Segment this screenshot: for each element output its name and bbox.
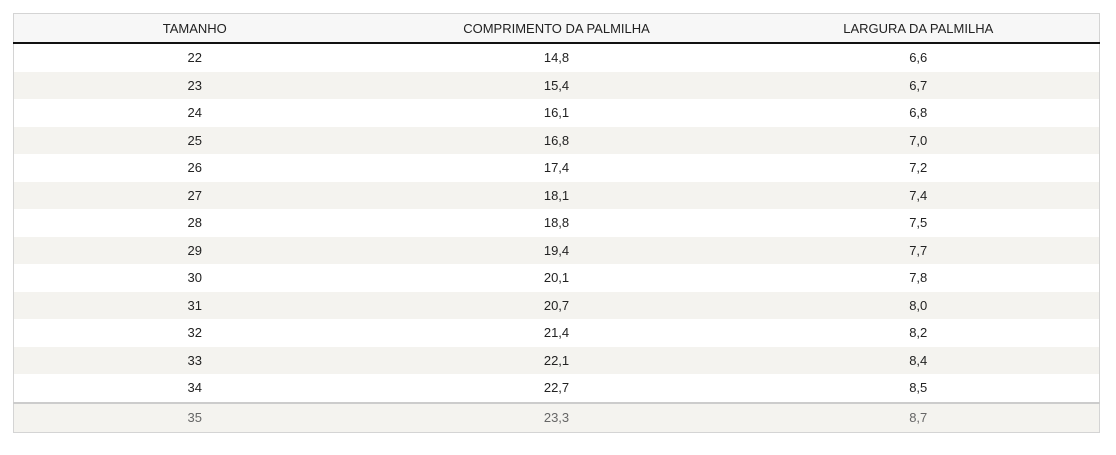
table-cell: 22,7 xyxy=(543,380,570,396)
table-row: 30 20,1 7,8 xyxy=(14,264,1100,292)
table-cell: 32 xyxy=(187,325,202,341)
header-cell: COMPRIMENTO DA PALMILHA xyxy=(375,13,738,44)
table-header: TAMANHO COMPRIMENTO DA PALMILHA LARGURA DA… xyxy=(13,13,1100,44)
table-cell: 8,5 xyxy=(909,380,928,396)
table-cell: 7,2 xyxy=(909,160,928,176)
table-cell: 15,4 xyxy=(375,71,738,99)
table-cell: 34 xyxy=(187,380,202,396)
table-row: 28 18,8 7,5 xyxy=(14,209,1100,237)
table-row: 26 17,4 7,2 xyxy=(14,154,1100,182)
table-cell: 23 xyxy=(13,71,376,99)
table-cell: 7,4 xyxy=(737,181,1100,209)
table-cell: 22,1 xyxy=(375,346,738,374)
table-cell: 22 xyxy=(187,50,202,66)
table-cell: 28 xyxy=(187,215,202,231)
table-row: 27 18,1 7,4 xyxy=(13,181,1100,209)
table-row: 25 16,8 7,0 xyxy=(13,126,1100,154)
table-cell: 7,5 xyxy=(909,215,928,231)
table-cell: 20,1 xyxy=(543,270,570,286)
table-cell: 8,4 xyxy=(737,346,1100,374)
table-cell: 25 xyxy=(13,126,376,154)
table-cell: 20,7 xyxy=(375,291,738,319)
table-row: 32 21,4 8,2 xyxy=(14,319,1100,347)
header-row: TAMANHO COMPRIMENTO DA PALMILHA LARGURA DA… xyxy=(13,13,1100,44)
table-cell: 7,8 xyxy=(909,270,928,286)
table-footer: 35 23,3 8,7 xyxy=(13,401,1100,432)
header-cell: LARGURA DA PALMILHA xyxy=(737,13,1100,44)
table-cell: 14,8 xyxy=(543,50,570,66)
size-table: TAMANHO COMPRIMENTO DA PALMILHA LARGURA DA… xyxy=(13,13,1100,433)
table-row: 33 22,1 8,4 xyxy=(13,346,1100,374)
table-cell: 24 xyxy=(187,105,202,121)
table-cell: 16,8 xyxy=(375,126,738,154)
table-cell: 17,4 xyxy=(543,160,570,176)
table-row: 34 22,7 8,5 xyxy=(14,374,1100,403)
table-cell: 8,0 xyxy=(737,291,1100,319)
table-cell: 8,2 xyxy=(909,325,928,341)
footer-cell: 35 xyxy=(13,401,376,432)
footer-row: 35 23,3 8,7 xyxy=(13,401,1100,432)
footer-cell: 23,3 xyxy=(375,401,738,432)
table-cell: 29 xyxy=(13,236,376,264)
table-cell: 18,1 xyxy=(375,181,738,209)
table-cell: 16,1 xyxy=(543,105,570,121)
table-cell: 31 xyxy=(13,291,376,319)
table-cell: 18,8 xyxy=(543,215,570,231)
header-cell: TAMANHO xyxy=(13,13,376,44)
table-body: 22 14,8 6,6 23 15,4 6,7 24 16,1 6,8 25 16,8 7,0 26 17… xyxy=(13,43,1100,403)
table-cell: 27 xyxy=(13,181,376,209)
table-cell: 6,6 xyxy=(909,50,928,66)
table-row: 23 15,4 6,7 xyxy=(13,71,1100,99)
table-cell: 26 xyxy=(187,160,202,176)
table-cell: 30 xyxy=(187,270,202,286)
table-cell: 19,4 xyxy=(375,236,738,264)
table-cell: 6,7 xyxy=(737,71,1100,99)
table-cell: 7,0 xyxy=(737,126,1100,154)
table-row: 24 16,1 6,8 xyxy=(14,99,1100,127)
table-cell: 21,4 xyxy=(543,325,570,341)
table-cell: 6,8 xyxy=(909,105,928,121)
table-cell: 33 xyxy=(13,346,376,374)
table-cell: 7,7 xyxy=(737,236,1100,264)
table-row: 22 14,8 6,6 xyxy=(14,43,1100,72)
table-row: 29 19,4 7,7 xyxy=(13,236,1100,264)
table-row: 31 20,7 8,0 xyxy=(13,291,1100,319)
footer-cell: 8,7 xyxy=(737,401,1100,432)
